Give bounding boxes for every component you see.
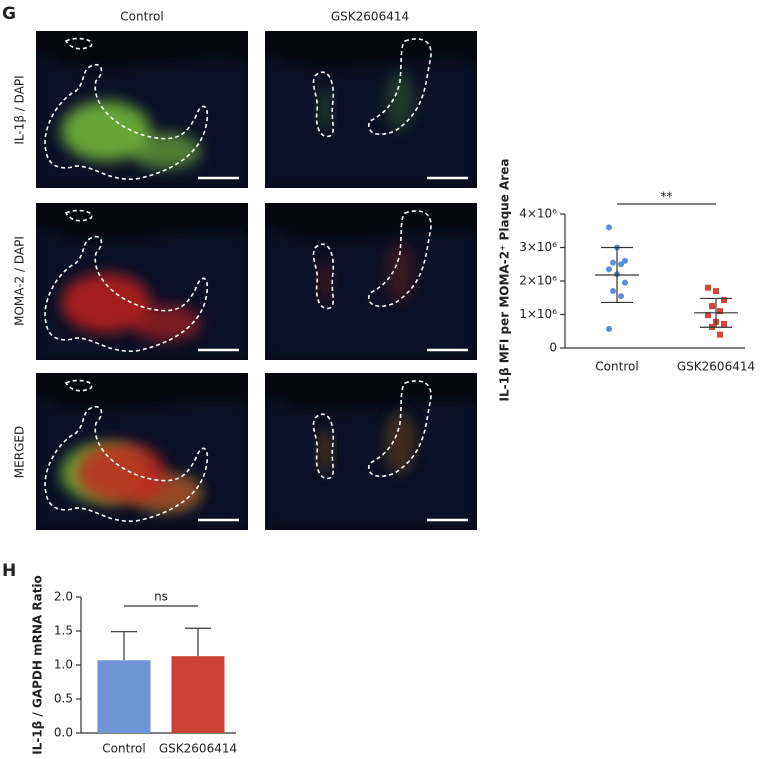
data-point [618, 261, 624, 268]
plaque-outline [368, 210, 432, 308]
stain [61, 273, 151, 333]
x-tick-label: GSK2606414 [677, 360, 755, 374]
plaque-outline [44, 63, 209, 180]
tissue [265, 393, 477, 530]
y-tick-label: 2.0 [54, 590, 73, 604]
row-label: IL-1β / DAPI [13, 75, 27, 144]
micrograph [36, 31, 248, 188]
y-tick-label: 1.5 [54, 624, 73, 638]
stain [386, 243, 414, 303]
data-point [606, 224, 612, 231]
data-point [717, 331, 723, 338]
plaque-outline [64, 37, 93, 50]
plaque-outline [368, 380, 432, 478]
y-tick-label: 0.0 [54, 726, 73, 740]
row-label: MERGED [13, 426, 27, 478]
data-point [721, 297, 727, 304]
y-tick-label: 0 [549, 341, 557, 355]
panel-label: G [2, 4, 16, 24]
stain [386, 413, 414, 473]
y-tick-label: 3×10⁶ [519, 240, 557, 254]
data-point [606, 325, 612, 332]
y-tick-label: 1.0 [54, 658, 73, 672]
data-point [717, 308, 723, 315]
stain [131, 475, 201, 511]
plaque-outline [64, 209, 93, 222]
x-tick-label: Control [102, 742, 145, 756]
data-point [622, 279, 628, 286]
significance-label: ns [154, 590, 168, 604]
row-label: MOMA-2 / DAPI [13, 236, 27, 326]
tissue [265, 51, 477, 188]
micrograph [265, 203, 477, 360]
x-tick-label: GSK2606414 [159, 742, 237, 756]
column-label: GSK2606414 [331, 10, 409, 24]
stain [319, 87, 331, 131]
y-tick-label: 0.5 [54, 692, 73, 706]
y-tick-label: 4×10⁶ [519, 207, 557, 221]
x-tick-label: Control [595, 360, 638, 374]
data-point [618, 293, 624, 300]
stain [319, 429, 331, 473]
y-axis-label: IL-1β / GAPDH mRNA Ratio [31, 575, 45, 755]
plaque-outline [64, 379, 93, 392]
data-point [705, 312, 711, 319]
stain [131, 133, 201, 169]
stain [131, 305, 201, 341]
bar [171, 656, 225, 733]
micrograph [36, 373, 248, 530]
y-tick-label: 2×10⁶ [519, 274, 557, 288]
bar [97, 660, 151, 733]
y-axis-label: IL-1β MFI per MOMA-2⁺ Plaque Area [498, 159, 512, 402]
micrograph [265, 31, 477, 188]
data-point [622, 257, 628, 264]
stain [319, 259, 331, 303]
plaque-outline [368, 38, 432, 136]
micrograph [36, 203, 248, 360]
plaque-outline [44, 235, 209, 352]
data-point [705, 284, 711, 291]
column-label: Control [120, 10, 163, 24]
tissue [265, 223, 477, 360]
plaque-outline [312, 243, 335, 310]
data-point [721, 320, 727, 327]
significance-label: ** [661, 190, 673, 204]
data-point [610, 288, 616, 295]
stain [61, 101, 151, 161]
stain [386, 71, 414, 131]
plaque-outline [312, 413, 335, 480]
panel-label: H [2, 561, 16, 581]
data-point [606, 266, 612, 273]
micrograph [265, 373, 477, 530]
plaque-outline [312, 71, 335, 138]
y-tick-label: 1×10⁶ [519, 307, 557, 321]
plaque-outline [44, 405, 209, 522]
data-point [713, 288, 719, 295]
data-point [610, 259, 616, 266]
data-point [709, 303, 715, 310]
